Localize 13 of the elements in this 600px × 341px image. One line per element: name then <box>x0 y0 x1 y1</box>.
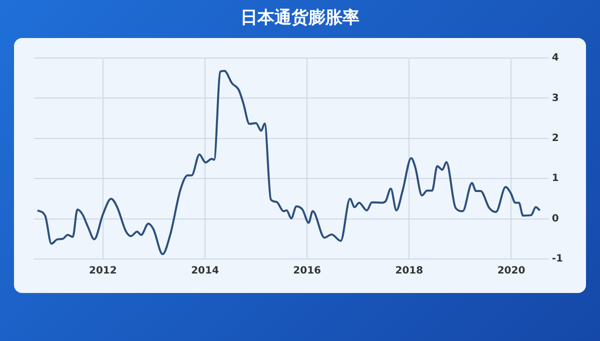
x-tick-label: 2020 <box>497 266 526 277</box>
y-tick-label: 2 <box>552 132 559 144</box>
y-tick-label: 3 <box>552 92 559 104</box>
y-tick-label: -1 <box>552 254 564 265</box>
x-tick-label: 2016 <box>293 266 322 277</box>
x-tick-label: 2014 <box>191 266 219 277</box>
y-tick-label: 1 <box>552 173 559 184</box>
y-tick-label: 0 <box>552 213 559 224</box>
x-tick-label: 2012 <box>88 266 117 277</box>
y-tick-label: 4 <box>552 52 559 64</box>
line-series <box>36 70 541 256</box>
x-tick-label: 2018 <box>395 266 424 277</box>
chart-title: 日本通货膨胀率 <box>240 7 360 29</box>
